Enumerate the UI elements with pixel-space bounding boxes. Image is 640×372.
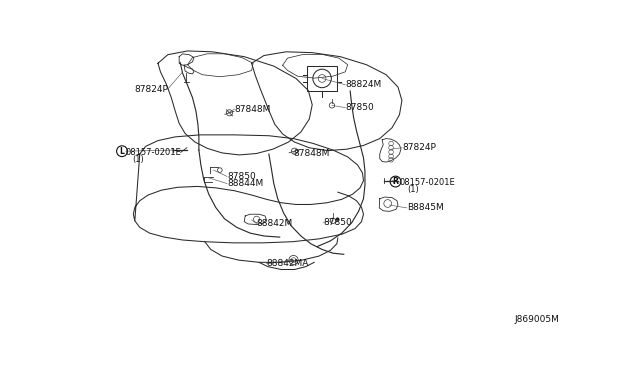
Text: R: R — [392, 177, 399, 186]
Text: 08157-0201E: 08157-0201E — [399, 178, 455, 187]
Text: L: L — [120, 147, 124, 156]
Text: 87850: 87850 — [345, 103, 374, 112]
Text: 08157-0201E: 08157-0201E — [126, 148, 182, 157]
Text: 87824P: 87824P — [402, 143, 436, 152]
Text: 88842MA: 88842MA — [266, 259, 308, 268]
Text: (1): (1) — [407, 185, 419, 194]
Text: 88842M: 88842M — [257, 219, 292, 228]
Text: 87848M: 87848M — [294, 149, 330, 158]
Text: 87848M: 87848M — [234, 105, 271, 113]
Bar — [307, 66, 337, 91]
Text: 88844M: 88844M — [227, 179, 263, 188]
Text: 87824P: 87824P — [134, 84, 168, 93]
Text: J869005M: J869005M — [515, 315, 559, 324]
Text: 87850: 87850 — [227, 172, 256, 181]
Text: 88824M: 88824M — [345, 80, 381, 89]
Text: B8845M: B8845M — [407, 203, 444, 212]
Text: (1): (1) — [132, 155, 143, 164]
Circle shape — [336, 218, 339, 221]
Text: 87850: 87850 — [323, 218, 352, 227]
